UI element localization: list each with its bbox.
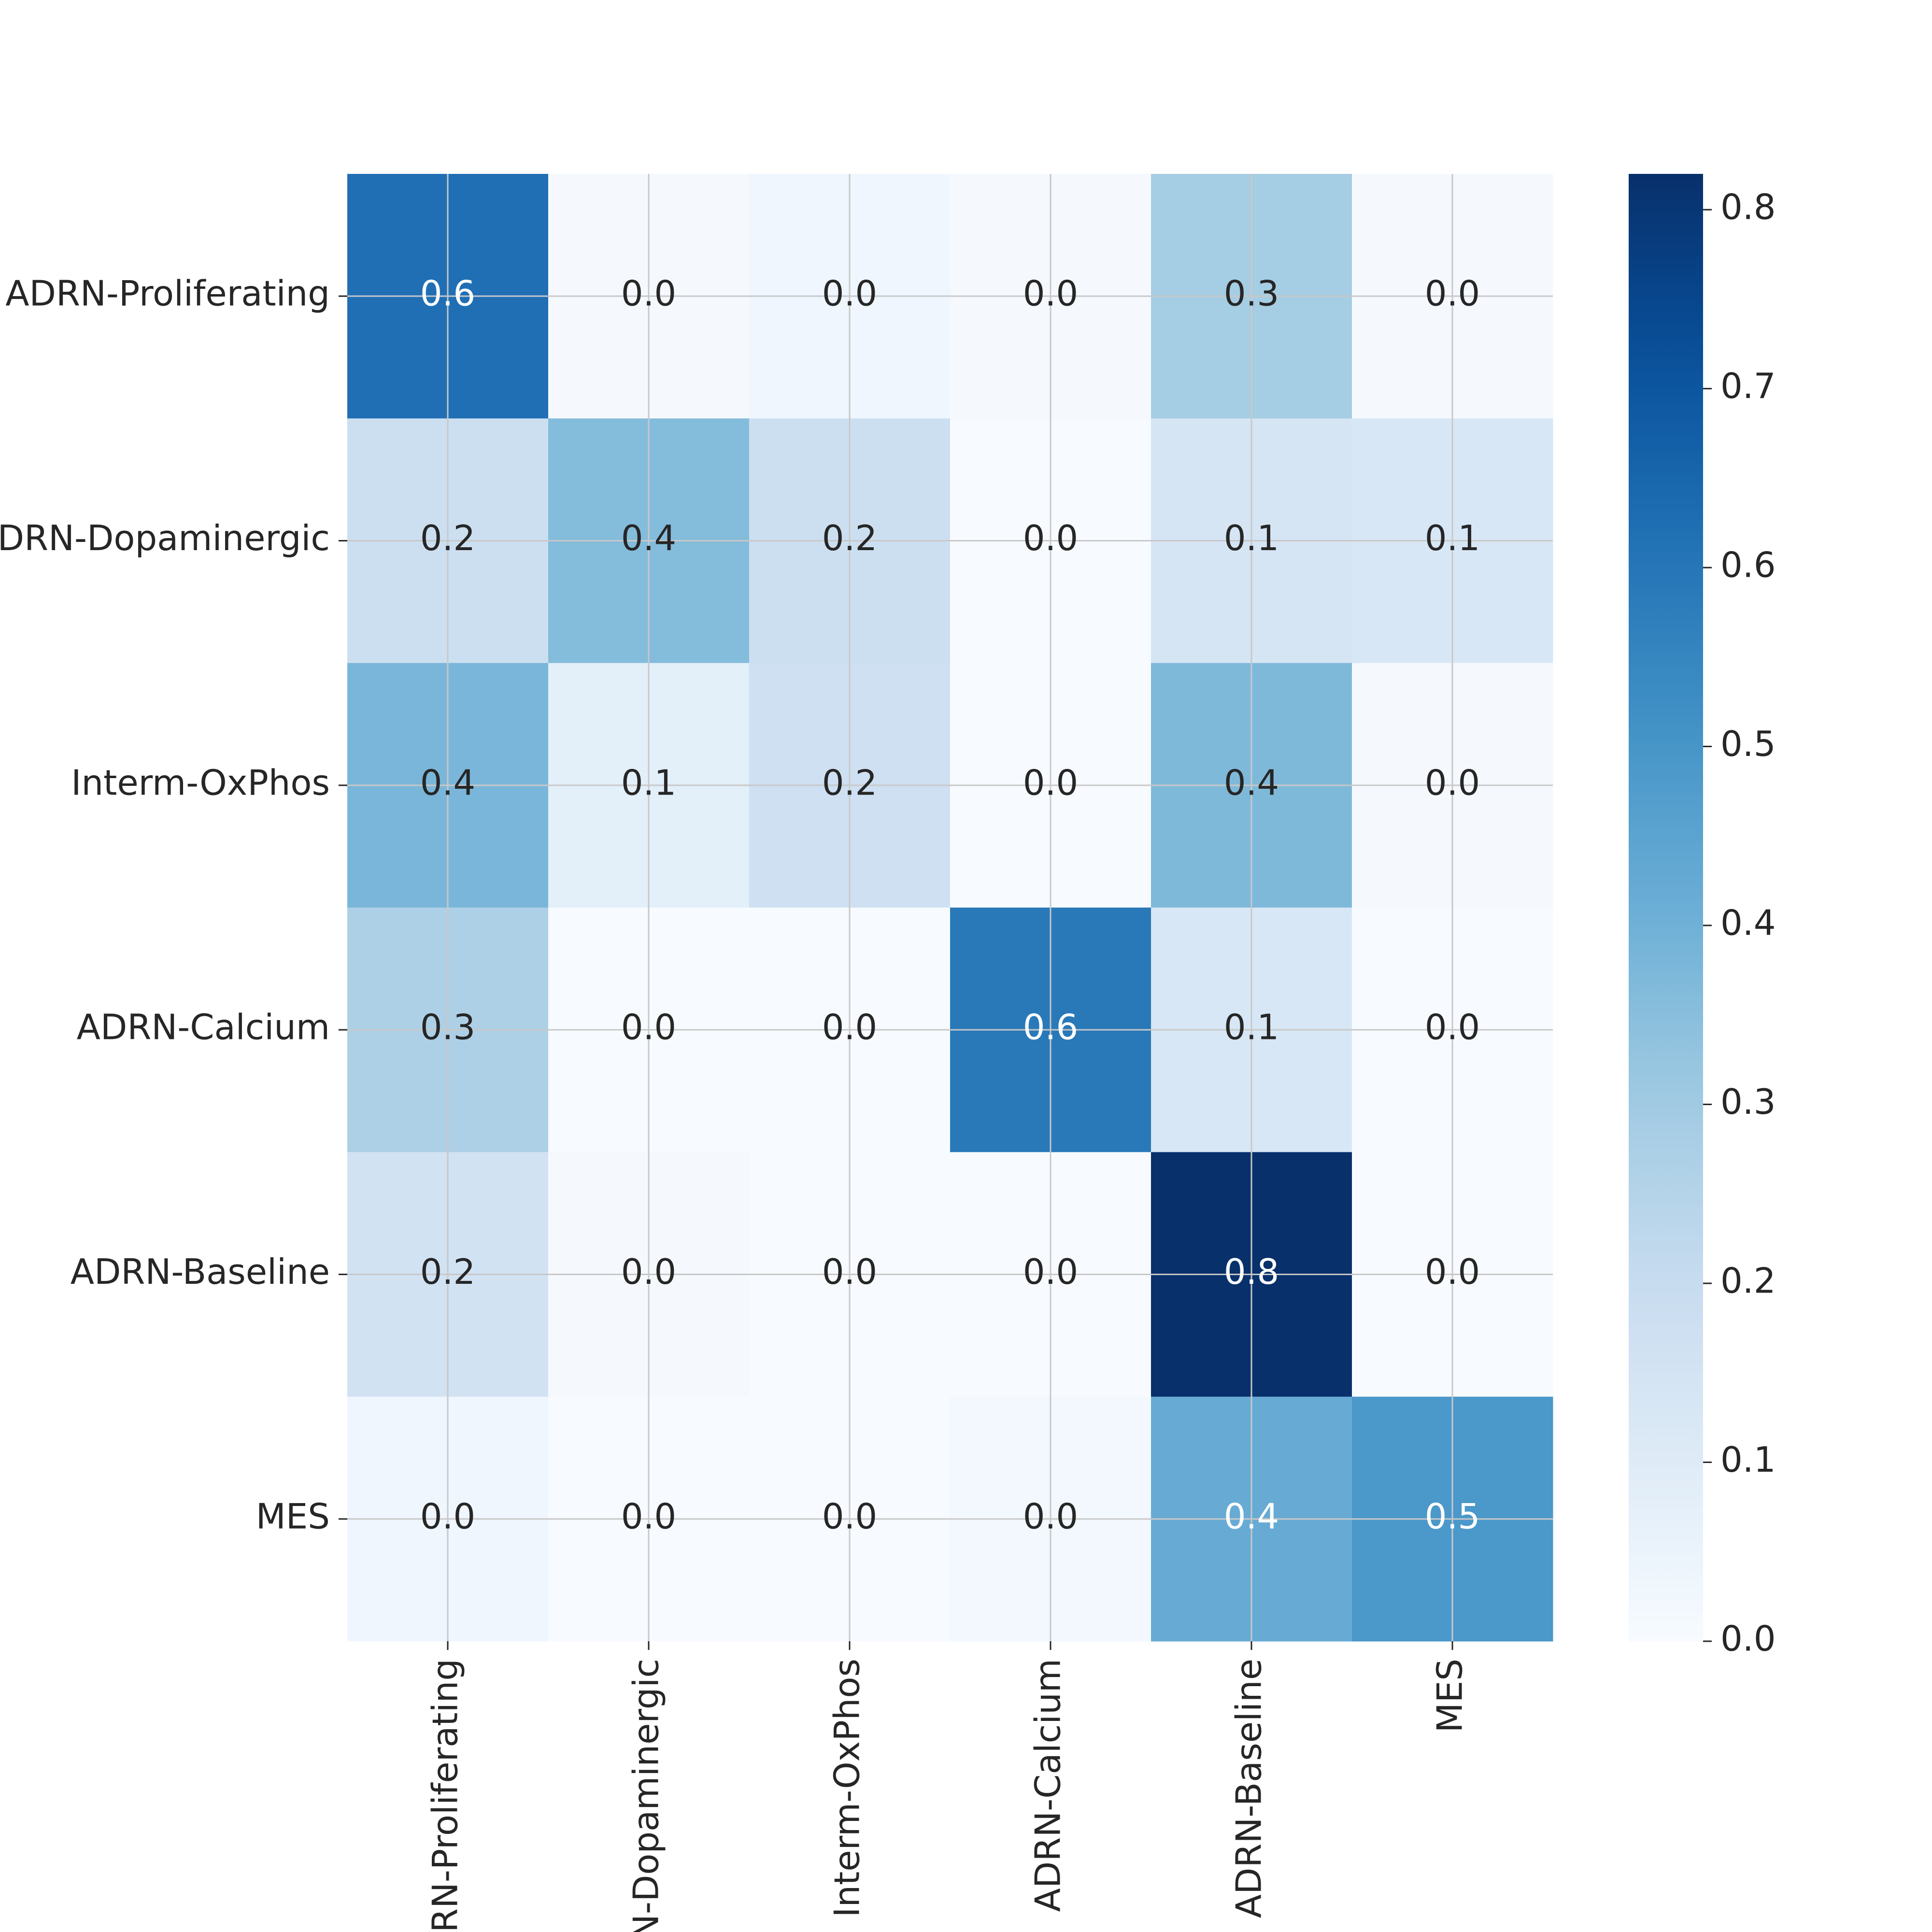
cell-label: 0.5: [1425, 1496, 1480, 1536]
y-tick-label: MES: [256, 1496, 330, 1536]
cell-label: 0.6: [420, 273, 476, 314]
cell-label: 0.1: [1425, 518, 1480, 558]
cell-label: 0.0: [621, 1251, 677, 1292]
cell-label: 0.3: [1224, 273, 1279, 314]
colorbar: [1629, 174, 1703, 1641]
cell-label: 0.0: [1425, 762, 1480, 803]
y-tick-label: ADRN-Calcium: [77, 1007, 330, 1048]
cell-label: 0.2: [420, 1251, 476, 1292]
cell-label: 0.2: [822, 762, 878, 803]
cell-label: 0.0: [1425, 1007, 1480, 1048]
y-tick-label: ADRN-Dopaminergic: [0, 518, 330, 558]
cell-label: 0.2: [420, 518, 476, 558]
cell-label: 0.0: [420, 1496, 476, 1536]
x-tick-label: Interm-OxPhos: [827, 1659, 867, 1918]
x-tick-label: ADRN-Proliferating: [425, 1659, 466, 1932]
cell-label: 0.0: [822, 273, 878, 314]
cell-label: 0.0: [1023, 1251, 1079, 1292]
cell-label: 0.1: [1224, 1007, 1279, 1048]
colorbar-tick-label: 0.0: [1720, 1619, 1776, 1659]
cell-label: 0.0: [1425, 1251, 1480, 1292]
cell-label: 0.0: [1023, 273, 1079, 314]
cell-label: 0.0: [1023, 762, 1079, 803]
cell-label: 0.0: [822, 1496, 878, 1536]
cell-label: 0.0: [1023, 1496, 1079, 1536]
cell-label: 0.0: [621, 273, 677, 314]
cell-label: 0.2: [822, 518, 878, 558]
colorbar-tick-label: 0.1: [1720, 1439, 1776, 1480]
y-tick-label: ADRN-Baseline: [71, 1251, 330, 1292]
colorbar-tick-label: 0.4: [1720, 903, 1776, 943]
y-tick-label: ADRN-Proliferating: [5, 273, 330, 314]
x-tick-label: ADRN-Dopaminergic: [626, 1659, 667, 1932]
cell-label: 0.1: [621, 762, 677, 803]
x-tick-label: ADRN-Calcium: [1028, 1659, 1068, 1912]
colorbar-tick-label: 0.2: [1720, 1261, 1776, 1301]
colorbar-tick-label: 0.6: [1720, 545, 1776, 585]
cell-label: 0.0: [822, 1007, 878, 1048]
cell-label: 0.4: [1224, 1496, 1279, 1536]
cell-label: 0.4: [621, 518, 677, 558]
colorbar-tick-label: 0.5: [1720, 724, 1776, 764]
cell-label: 0.1: [1224, 518, 1279, 558]
colorbar-tick-label: 0.3: [1720, 1081, 1776, 1122]
x-tick-label: ADRN-Baseline: [1229, 1659, 1269, 1918]
colorbar-tick-label: 0.7: [1720, 366, 1776, 406]
cell-label: 0.3: [420, 1007, 476, 1048]
cell-label: 0.0: [822, 1251, 878, 1292]
cell-label: 0.0: [1425, 273, 1480, 314]
cell-label: 0.6: [1023, 1007, 1079, 1048]
x-tick-label: MES: [1430, 1659, 1470, 1733]
cell-label: 0.4: [1224, 762, 1279, 803]
cell-label: 0.0: [621, 1007, 677, 1048]
cell-label: 0.0: [621, 1496, 677, 1536]
cell-label: 0.8: [1224, 1251, 1279, 1292]
cell-label: 0.4: [420, 762, 476, 803]
cell-label: 0.0: [1023, 518, 1079, 558]
colorbar-tick-label: 0.8: [1720, 187, 1776, 227]
y-tick-label: Interm-OxPhos: [71, 762, 330, 803]
